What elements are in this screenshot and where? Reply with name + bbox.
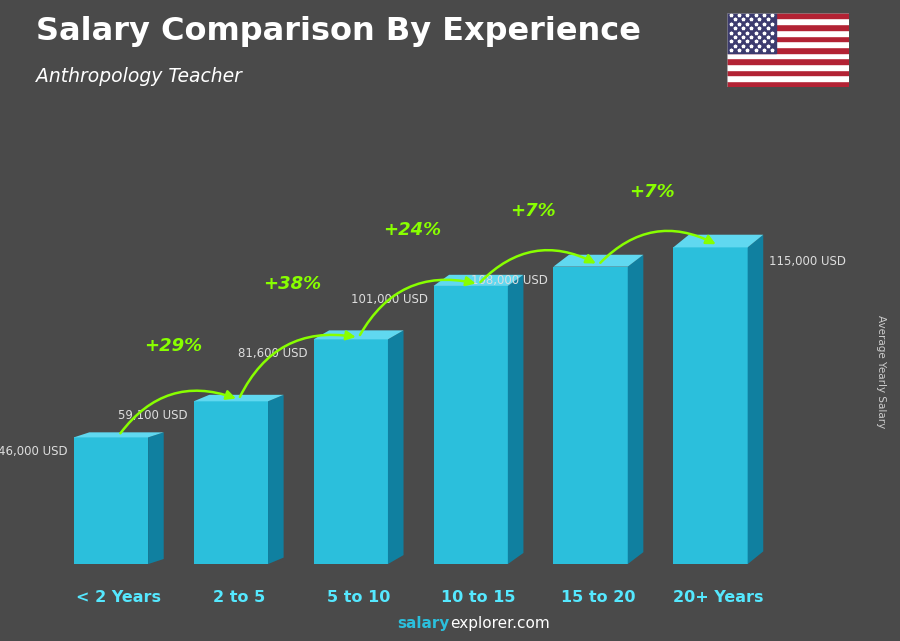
Polygon shape bbox=[268, 395, 284, 564]
Polygon shape bbox=[628, 254, 644, 564]
Polygon shape bbox=[194, 401, 268, 564]
Text: +24%: +24% bbox=[383, 221, 442, 240]
Bar bbox=[727, 13, 849, 19]
Bar bbox=[727, 30, 849, 35]
Polygon shape bbox=[554, 267, 628, 564]
Text: 101,000 USD: 101,000 USD bbox=[350, 294, 428, 306]
Polygon shape bbox=[434, 286, 508, 564]
Text: 59,100 USD: 59,100 USD bbox=[118, 409, 188, 422]
Polygon shape bbox=[673, 247, 748, 564]
Text: < 2 Years: < 2 Years bbox=[76, 590, 161, 605]
Polygon shape bbox=[554, 254, 644, 267]
Polygon shape bbox=[434, 275, 524, 286]
Bar bbox=[727, 13, 776, 53]
Bar bbox=[727, 69, 849, 75]
Text: Average Yearly Salary: Average Yearly Salary bbox=[877, 315, 886, 428]
Text: Salary Comparison By Experience: Salary Comparison By Experience bbox=[36, 16, 641, 47]
Polygon shape bbox=[313, 339, 388, 564]
Text: 2 to 5: 2 to 5 bbox=[212, 590, 265, 605]
Text: explorer.com: explorer.com bbox=[450, 617, 550, 631]
Text: +29%: +29% bbox=[144, 337, 202, 355]
Polygon shape bbox=[313, 330, 403, 339]
Polygon shape bbox=[673, 235, 763, 247]
Bar bbox=[727, 58, 849, 64]
Polygon shape bbox=[74, 437, 148, 564]
Text: 81,600 USD: 81,600 USD bbox=[238, 347, 308, 360]
Bar bbox=[727, 24, 849, 30]
Bar bbox=[727, 64, 849, 69]
Text: +7%: +7% bbox=[509, 202, 555, 220]
Text: 15 to 20: 15 to 20 bbox=[561, 590, 635, 605]
Bar bbox=[727, 19, 849, 24]
Polygon shape bbox=[148, 432, 164, 564]
Text: 115,000 USD: 115,000 USD bbox=[770, 255, 846, 268]
Bar bbox=[727, 35, 849, 41]
Text: 108,000 USD: 108,000 USD bbox=[471, 274, 547, 287]
Polygon shape bbox=[388, 330, 403, 564]
Text: 5 to 10: 5 to 10 bbox=[327, 590, 391, 605]
Text: 46,000 USD: 46,000 USD bbox=[0, 445, 68, 458]
Bar bbox=[727, 47, 849, 53]
Text: +38%: +38% bbox=[264, 275, 321, 293]
Text: +7%: +7% bbox=[629, 183, 675, 201]
Text: 20+ Years: 20+ Years bbox=[673, 590, 763, 605]
Bar bbox=[727, 41, 849, 47]
Polygon shape bbox=[508, 275, 524, 564]
Polygon shape bbox=[748, 235, 763, 564]
Text: salary: salary bbox=[398, 617, 450, 631]
Text: Anthropology Teacher: Anthropology Teacher bbox=[36, 67, 242, 87]
Polygon shape bbox=[194, 395, 284, 401]
Bar bbox=[727, 81, 849, 87]
Text: 10 to 15: 10 to 15 bbox=[441, 590, 516, 605]
Bar bbox=[727, 53, 849, 58]
Polygon shape bbox=[74, 432, 164, 437]
Bar bbox=[727, 75, 849, 81]
